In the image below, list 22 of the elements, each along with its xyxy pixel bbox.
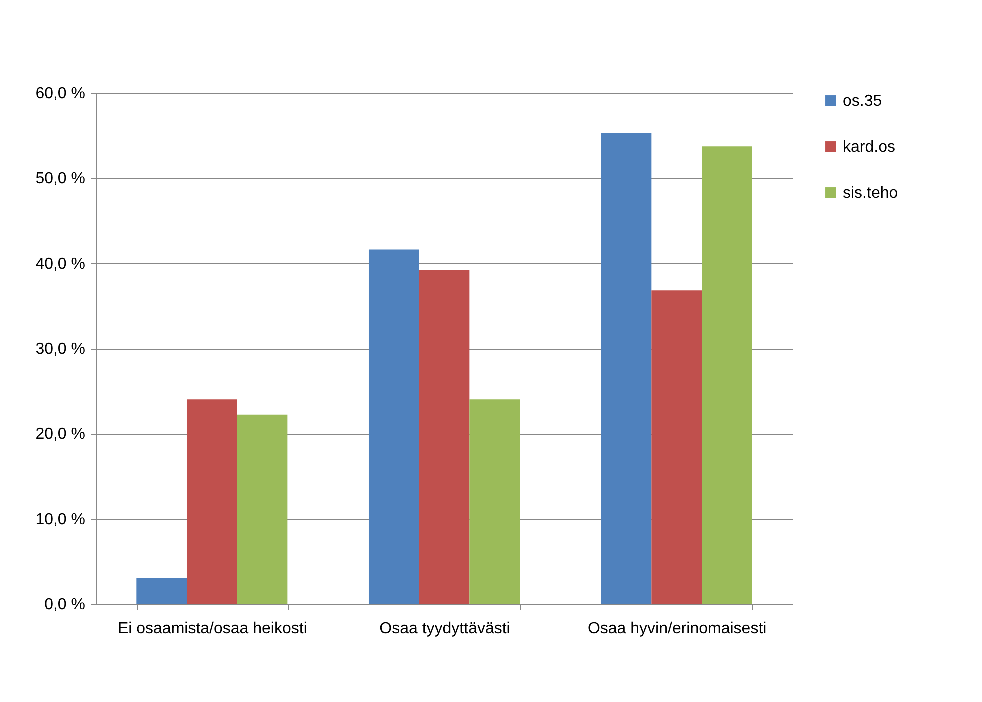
legend-label: sis.teho [843,185,898,202]
x-tick-label: Osaa hyvin/erinomaisesti [588,620,767,638]
bar [237,414,288,604]
bar [470,400,520,604]
x-tick-label: Ei osaamista/osaa heikosti [118,620,308,638]
legend-label: os.35 [843,93,882,110]
y-tick-label: 50,0 % [36,170,86,188]
bar [368,250,420,604]
legend-label: kard.os [843,139,896,156]
y-tick-label: 30,0 % [36,341,86,358]
bar [652,290,702,604]
bar [186,400,238,604]
bar [601,133,652,604]
y-tick-label: 0,0 % [44,596,86,614]
y-tick-label: 20,0 % [36,426,86,444]
bar [419,270,470,604]
y-tick-label: 10,0 % [36,511,86,528]
bar [702,146,752,604]
bar [136,578,187,604]
x-tick-label: Osaa tyydyttävästi [380,620,510,638]
y-tick-label: 60,0 % [36,86,86,102]
y-tick-label: 40,0 % [36,256,86,273]
